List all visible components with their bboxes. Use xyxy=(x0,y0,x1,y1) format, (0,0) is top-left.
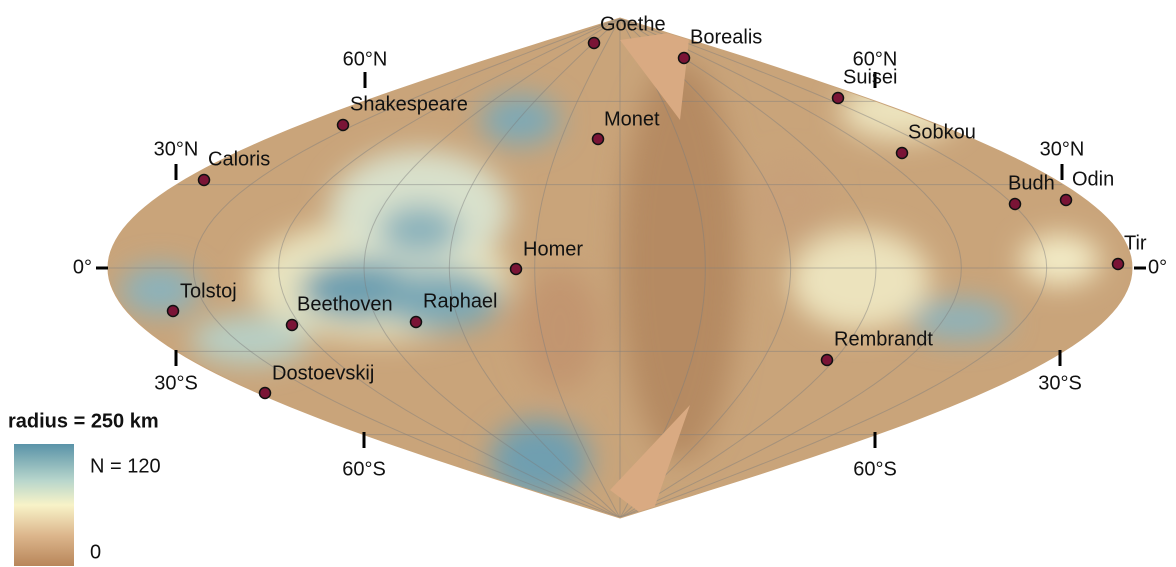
meridian xyxy=(278,18,621,518)
lat-label: 0° xyxy=(73,256,92,278)
legend-colorbar xyxy=(14,444,74,566)
lat-label: 60°N xyxy=(343,48,388,70)
feature-label: Beethoven xyxy=(297,293,393,315)
lat-label: 30°N xyxy=(154,138,199,160)
feature-label: Rembrandt xyxy=(834,328,933,350)
labels: Goethe Borealis Suisei Monet Shakespeare Calo… xyxy=(73,13,1167,480)
feature-marker xyxy=(409,315,423,329)
legend-max-label: N = 120 xyxy=(90,455,161,477)
surface xyxy=(108,18,1132,518)
feature-label: Tolstoj xyxy=(180,280,237,302)
gap-north xyxy=(620,30,690,120)
meridian xyxy=(192,18,621,518)
lat-label: 60°S xyxy=(853,458,897,480)
meridian xyxy=(363,18,621,518)
feature-marker xyxy=(831,91,845,105)
meridian xyxy=(619,18,792,518)
feature-marker xyxy=(820,353,834,367)
meridian xyxy=(619,18,877,518)
feature-marker xyxy=(197,173,211,187)
feature-label: Suisei xyxy=(843,66,897,88)
lat-label: 30°S xyxy=(154,372,198,394)
lat-label: 60°S xyxy=(342,458,386,480)
feature-label: Budh xyxy=(1008,172,1055,194)
feature-label: Borealis xyxy=(690,26,762,48)
lat-ticks xyxy=(96,72,1146,448)
feature-label: Homer xyxy=(523,238,583,260)
lat-label: 0° xyxy=(1148,256,1167,278)
meridian xyxy=(619,18,962,518)
feature-marker xyxy=(336,118,350,132)
feature-label: Tir xyxy=(1124,232,1147,254)
feature-marker xyxy=(587,36,601,50)
feature-label: Raphael xyxy=(423,290,498,312)
meridian xyxy=(448,18,621,518)
feature-label: Goethe xyxy=(600,13,666,35)
feature-label: Monet xyxy=(604,108,660,130)
feature-marker xyxy=(1008,197,1022,211)
feature-marker xyxy=(1059,193,1073,207)
gap-south xyxy=(610,405,690,518)
feature-marker xyxy=(895,146,909,160)
feature-label: Shakespeare xyxy=(350,93,468,115)
feature-marker xyxy=(285,318,299,332)
feature-marker xyxy=(509,262,523,276)
density-field xyxy=(120,60,1100,500)
feature-marker xyxy=(591,132,605,146)
lat-label: 60°N xyxy=(853,48,898,70)
graticule xyxy=(108,18,1132,518)
lat-label: 30°N xyxy=(1040,138,1085,160)
feature-label: Sobkou xyxy=(908,121,976,143)
feature-marker xyxy=(258,386,272,400)
legend-min-label: 0 xyxy=(90,541,101,563)
feature-marker xyxy=(677,51,691,65)
feature-label: Dostoevskij xyxy=(272,362,374,384)
lat-label: 30°S xyxy=(1038,372,1082,394)
meridian xyxy=(534,18,621,518)
feature-label: Odin xyxy=(1072,168,1114,190)
feature-marker xyxy=(1111,257,1125,271)
feature-marker xyxy=(166,304,180,318)
legend-title: radius = 250 km xyxy=(8,410,159,432)
feature-label: Caloris xyxy=(208,148,270,170)
